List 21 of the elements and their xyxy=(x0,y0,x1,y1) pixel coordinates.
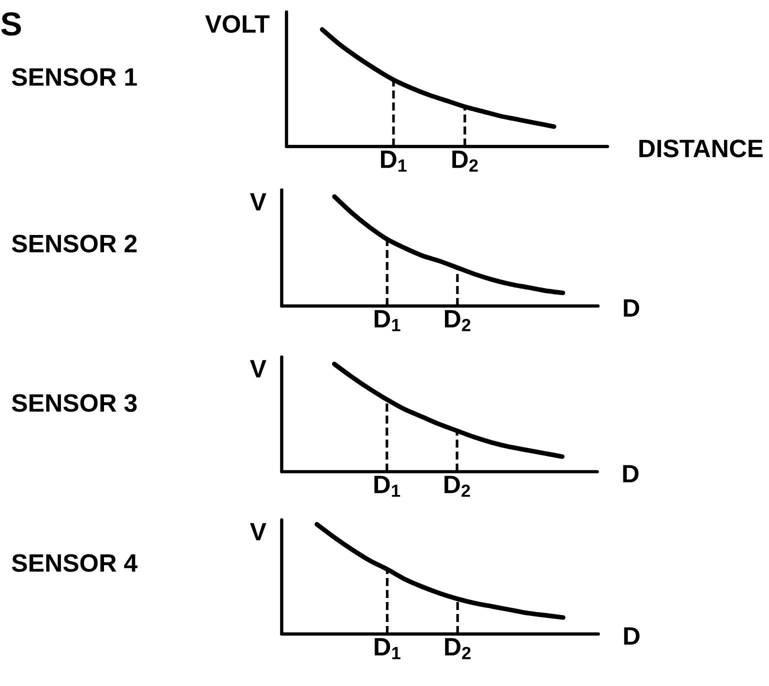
x-tick-label: D$_{1}$ xyxy=(381,150,407,172)
y-axis-title: V xyxy=(250,193,266,210)
x-tick-label: D$_{2}$ xyxy=(452,150,478,172)
x-axis-title: D xyxy=(624,627,640,645)
text: SENSOR 2 xyxy=(12,234,137,252)
x-axis-title: DISTANCE xyxy=(639,140,763,158)
x-tick-label: D$_{1}$ xyxy=(374,638,400,660)
y-axis-title: V xyxy=(250,523,266,540)
x-tick-label: D$_{2}$ xyxy=(445,638,471,660)
x-tick-label: D$_{1}$ xyxy=(374,310,400,332)
x-axis-title: D xyxy=(624,299,640,317)
x-axis-title: D xyxy=(623,465,639,482)
y-axis-title: V xyxy=(250,360,266,378)
y-axis-title: VOLT xyxy=(205,15,270,33)
text: SENSOR 1 xyxy=(12,68,137,86)
text: S xyxy=(1,12,21,36)
text: SENSOR 4 xyxy=(12,554,138,572)
x-tick-label: D$_{2}$ xyxy=(444,310,470,332)
text: SENSOR 3 xyxy=(12,394,137,412)
x-tick-label: D$_{2}$ xyxy=(444,476,470,497)
x-tick-label: D$_{1}$ xyxy=(374,476,400,497)
